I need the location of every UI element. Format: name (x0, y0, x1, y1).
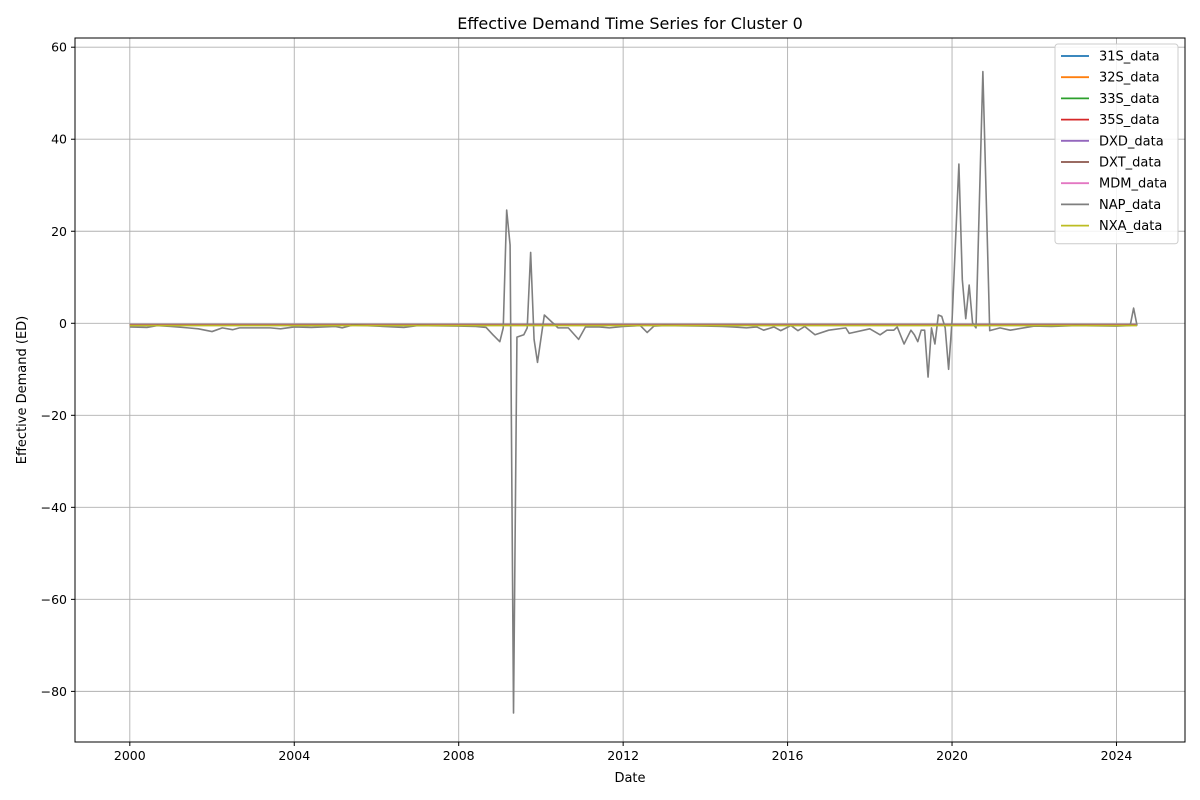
y-tick-label: −60 (41, 592, 67, 607)
legend-label: 33S_data (1099, 92, 1160, 107)
y-tick-label: −40 (41, 500, 67, 515)
x-axis-label: Date (614, 771, 645, 786)
axis-ticks: 2000 2004 2008 2012 2016 2020 2024 60 40 20 0 −20 −4… (41, 40, 1133, 763)
legend-label: DXD_data (1099, 134, 1164, 149)
x-tick-label: 2016 (772, 748, 804, 763)
plot-frame (74, 37, 1186, 743)
series-lines (129, 70, 1138, 714)
grid (75, 38, 1185, 742)
x-tick-label: 2012 (607, 748, 639, 763)
legend-label: DXT_data (1099, 156, 1161, 171)
x-tick-label: 2008 (443, 748, 475, 763)
legend-label: 31S_data (1099, 50, 1160, 65)
legend-label: 32S_data (1099, 71, 1160, 86)
y-tick-label: 40 (51, 132, 67, 147)
x-tick-label: 2020 (936, 748, 968, 763)
y-axis-label: Effective Demand (ED) (15, 316, 30, 464)
x-tick-label: 2000 (114, 748, 146, 763)
legend-label: MDM_data (1099, 177, 1167, 192)
legend-label: NAP_data (1099, 198, 1161, 213)
legend-label: NXA_data (1099, 219, 1162, 234)
legend-label: 35S_data (1099, 113, 1160, 128)
legend: 31S_data 32S_data 33S_data 35S_data DXD_data… (1054, 43, 1179, 245)
y-tick-label: 20 (51, 224, 67, 239)
y-tick-label: 0 (59, 316, 67, 331)
y-tick-label: −20 (41, 408, 67, 423)
y-tick-label: −80 (41, 684, 67, 699)
series-line-nap-data (129, 70, 1138, 714)
x-tick-label: 2004 (278, 748, 310, 763)
y-tick-label: 60 (51, 40, 67, 55)
chart-title: Effective Demand Time Series for Cluster… (457, 14, 803, 33)
x-tick-label: 2024 (1101, 748, 1133, 763)
legend-box (1054, 43, 1179, 245)
